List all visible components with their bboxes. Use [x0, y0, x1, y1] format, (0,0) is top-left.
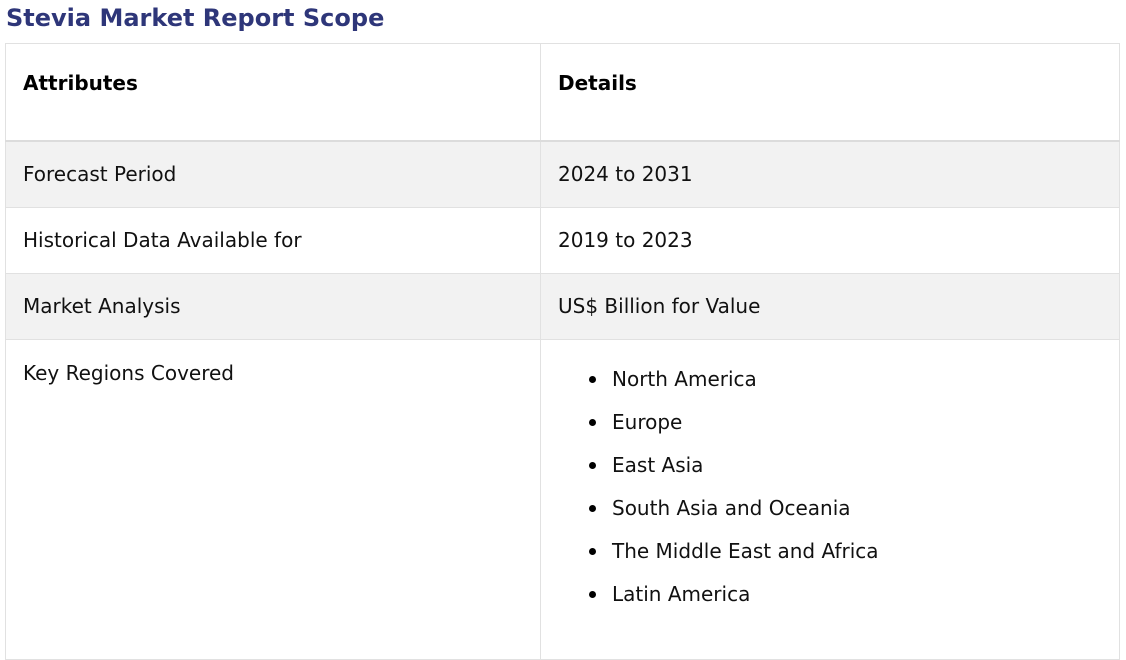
table-row: Market Analysis US$ Billion for Value [5, 272, 1120, 340]
list-item: East Asia [589, 447, 1119, 490]
regions-list: North America Europe East Asia South Asi… [558, 361, 1119, 620]
region-label: East Asia [612, 452, 704, 477]
bullet-icon [589, 591, 596, 599]
forecast-period-label: Forecast Period [5, 140, 541, 208]
table-row: Historical Data Available for 2019 to 20… [5, 206, 1120, 274]
forecast-period-value: 2024 to 2031 [540, 140, 1120, 208]
historical-data-label: Historical Data Available for [5, 206, 541, 274]
bullet-icon [589, 461, 596, 469]
table-header-row: Attributes Details [5, 43, 1120, 142]
list-item: North America [589, 361, 1119, 404]
list-item: The Middle East and Africa [589, 533, 1119, 576]
region-label: South Asia and Oceania [612, 496, 851, 521]
page-title: Stevia Market Report Scope [6, 4, 385, 32]
bullet-icon [589, 505, 596, 513]
bullet-icon [589, 375, 596, 383]
region-label: North America [612, 366, 757, 391]
region-label: Latin America [612, 582, 751, 607]
bullet-icon [589, 548, 596, 556]
details-column-header: Details [540, 43, 1120, 142]
table-row: Key Regions Covered North America Europe… [5, 338, 1120, 660]
table-row: Forecast Period 2024 to 2031 [5, 140, 1120, 208]
report-scope-table: Attributes Details Forecast Period 2024 … [5, 43, 1120, 660]
list-item: South Asia and Oceania [589, 490, 1119, 533]
list-item: Europe [589, 404, 1119, 447]
market-analysis-value: US$ Billion for Value [540, 272, 1120, 340]
key-regions-cell: North America Europe East Asia South Asi… [540, 338, 1120, 660]
list-item: Latin America [589, 576, 1119, 619]
region-label: The Middle East and Africa [612, 539, 879, 564]
region-label: Europe [612, 409, 683, 434]
key-regions-label: Key Regions Covered [5, 338, 541, 660]
attributes-column-header: Attributes [5, 43, 541, 142]
bullet-icon [589, 418, 596, 426]
historical-data-value: 2019 to 2023 [540, 206, 1120, 274]
market-analysis-label: Market Analysis [5, 272, 541, 340]
